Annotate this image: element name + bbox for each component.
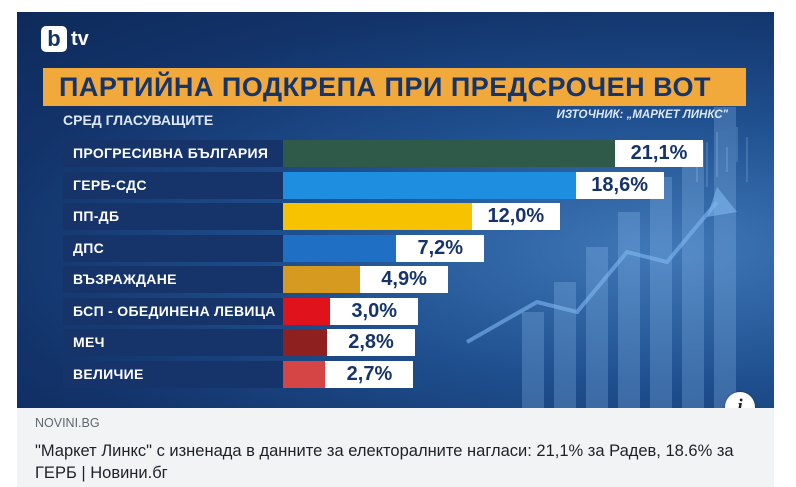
bar-value-label: 12,0% (471, 203, 560, 230)
bar-value-label: 7,2% (396, 234, 485, 262)
bar-label: ПРОГРЕСИВНА БЪЛГАРИЯ (63, 140, 283, 167)
bar (283, 360, 326, 388)
btv-logo: b tv (41, 26, 89, 52)
chart-subtitle: СРЕД ГЛАСУВАЩИТЕ (63, 112, 214, 128)
bar-value-label: 18,6% (575, 171, 664, 199)
bar (283, 171, 576, 199)
bar (283, 266, 361, 293)
bar (283, 329, 328, 356)
bar (283, 140, 615, 167)
chart-source: ИЗТОЧНИК: „МАРКЕТ ЛИНКС" (556, 109, 728, 121)
logo-letter: b (41, 26, 67, 52)
bar (283, 297, 331, 325)
top-strip (17, 0, 774, 12)
link-preview-meta[interactable]: NOVINI.BG "Маркет Линкс" с изненада в да… (17, 408, 774, 487)
logo-text: tv (71, 27, 89, 50)
link-headline[interactable]: "Маркет Линкс" с изненада в данните за е… (35, 442, 734, 482)
info-icon: i (737, 396, 743, 417)
bar-value-label: 2,8% (327, 329, 416, 356)
bar-label: ПП-ДБ (63, 203, 283, 230)
chart-title-bar: ПАРТИЙНА ПОДКРЕПА ПРИ ПРЕДСРОЧЕН ВОТ (43, 68, 746, 106)
bar-label: ДПС (63, 234, 283, 262)
link-domain: NOVINI.BG (35, 416, 100, 430)
chart-image[interactable]: b tv ПАРТИЙНА ПОДКРЕПА ПРИ ПРЕДСРОЧЕН ВО… (17, 12, 774, 408)
bar (283, 203, 472, 230)
bar-label: ВЪЗРАЖДАНЕ (63, 266, 283, 293)
bar (283, 234, 397, 262)
chart-title: ПАРТИЙНА ПОДКРЕПА ПРИ ПРЕДСРОЧЕН ВОТ (59, 72, 711, 102)
bar-label: МЕЧ (63, 329, 283, 356)
bar-value-label: 21,1% (615, 140, 703, 167)
bar-value-label: 3,0% (330, 297, 419, 325)
bar-label: ВЕЛИЧИЕ (63, 360, 283, 388)
bar-rows: ПРОГРЕСИВНА БЪЛГАРИЯ 21,1% ГЕРБ-СДС 18,6% ПП… (17, 12, 774, 408)
growth-chart-background (466, 107, 748, 408)
bar-label: БСП - ОБЕДИНЕНА ЛЕВИЦА (63, 297, 283, 325)
bar-value-label: 2,7% (325, 360, 414, 388)
bar-label: ГЕРБ-СДС (63, 171, 283, 199)
bar-value-label: 4,9% (360, 266, 449, 293)
